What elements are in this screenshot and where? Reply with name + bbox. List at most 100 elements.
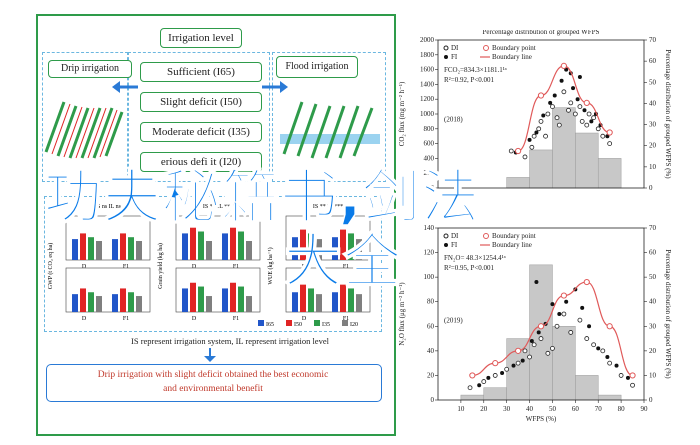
mini-frame (175, 267, 261, 313)
x-tick-label: 80 (618, 405, 626, 413)
point-di (550, 346, 555, 351)
point-di (531, 133, 537, 139)
mini-bar (348, 233, 354, 260)
results-panel (44, 196, 382, 332)
irrigation-level-panel (128, 52, 270, 182)
legend-fi-label: FI (451, 53, 458, 61)
y-tick-label: 80 (427, 298, 435, 306)
mini-bar (190, 227, 196, 260)
mini-bar (246, 241, 252, 260)
drip-panel (42, 52, 128, 182)
boundary-point (606, 129, 613, 136)
legend-label: I20 (350, 322, 358, 328)
histogram-bar (460, 394, 485, 401)
plot-frame (437, 227, 645, 401)
point-fi (536, 330, 541, 335)
boundary-point (560, 62, 567, 70)
histogram-bar (506, 177, 530, 189)
point-di (568, 330, 574, 335)
point-di (543, 133, 548, 139)
conclusion-box (46, 364, 382, 402)
mini-axis-label: D (302, 264, 307, 270)
mini-bar (72, 294, 78, 312)
boundary-point (537, 92, 545, 99)
point-di (595, 126, 601, 132)
r-squared: R²=0.95, P<0.001 (444, 264, 495, 272)
legend-fi-marker (444, 243, 448, 247)
chart-2018: Percentage distribution of grouped WFPS 0… (398, 30, 672, 192)
y-tick-label: 40 (427, 347, 435, 355)
legend-fi-marker (444, 55, 448, 59)
mini-bar (246, 296, 252, 312)
y-tick-label: 0 (431, 184, 435, 192)
mini-bar (198, 231, 204, 260)
r-squared: R²=0.92, P<0.001 (444, 76, 495, 84)
point-di (538, 336, 544, 341)
histogram-bar (552, 326, 576, 401)
y-tick-label: 1200 (420, 95, 435, 103)
mini-bar (128, 292, 134, 312)
y2-axis-label: Percentage distribution of grouped WFPS … (664, 49, 672, 179)
point-fi (605, 355, 610, 359)
point-di (556, 122, 562, 128)
overlay-banner-line-2: 大全 (283, 227, 403, 295)
mini-bar (182, 288, 188, 312)
irrigation-note: IS represent irrigation system, IL repre… (131, 336, 329, 346)
mini-bar (120, 233, 126, 260)
mini-bar (206, 296, 212, 312)
y2-tick-label: 50 (649, 78, 657, 86)
mini-bar (128, 237, 134, 260)
point-fi (520, 358, 525, 363)
point-di (566, 107, 571, 113)
arrow-down-icon (204, 348, 216, 362)
boundary-point (606, 323, 613, 330)
legend-di-marker (443, 45, 449, 51)
y2-tick-label: 70 (649, 224, 657, 232)
point-di (607, 360, 613, 366)
mini-bar (112, 294, 118, 312)
y2-tick-label: 60 (649, 249, 657, 257)
mini-bar (230, 227, 236, 260)
boundary-point (560, 292, 567, 299)
mini-frame (285, 215, 371, 261)
legend-swatch (342, 320, 348, 326)
chart-title: Percentage distribution of grouped WFPS (483, 30, 600, 36)
x-tick-label: 40 (526, 405, 534, 413)
mini-bar (340, 284, 346, 312)
point-fi (527, 137, 532, 142)
point-di (579, 119, 585, 124)
y-tick-label: 1400 (420, 80, 435, 88)
x-axis-label: WFPS (%) (526, 415, 557, 423)
mini-bar (308, 288, 314, 312)
mini-bar (340, 229, 346, 260)
mini-top-label: IS ns IL ns (95, 204, 122, 210)
legend-label: I50 (294, 322, 302, 328)
flood-panel (272, 52, 386, 182)
y-tick-label: 0 (431, 396, 435, 404)
mini-bar (316, 294, 322, 312)
point-di (591, 115, 597, 121)
y-tick-label: 800 (424, 125, 435, 133)
legend-boundary-line-label: Boundary line (492, 241, 532, 249)
point-di (529, 144, 535, 150)
legend-boundary-point-marker (483, 233, 489, 239)
boundary-point (515, 147, 522, 155)
point-di (531, 342, 537, 348)
mini-bar (356, 239, 362, 260)
histogram-bar (575, 375, 599, 401)
mini-bar (356, 294, 362, 312)
arrow-right-icon (262, 81, 288, 93)
mini-axis-label: D (192, 316, 197, 322)
point-fi (548, 100, 553, 105)
mini-bar (72, 239, 78, 260)
legend-di-marker (443, 233, 449, 239)
level-slight-deficit: Slight deficit (I50) (140, 92, 262, 112)
mini-bar (300, 284, 306, 312)
point-di (561, 311, 567, 317)
point-fi (534, 280, 539, 285)
y2-tick-label: 50 (649, 273, 657, 281)
legend-swatch (286, 320, 292, 326)
histogram-bar (597, 158, 622, 189)
overlay-banner-line-1: 功夫秘籍书,剑法 (43, 163, 481, 231)
point-fi (486, 375, 491, 380)
